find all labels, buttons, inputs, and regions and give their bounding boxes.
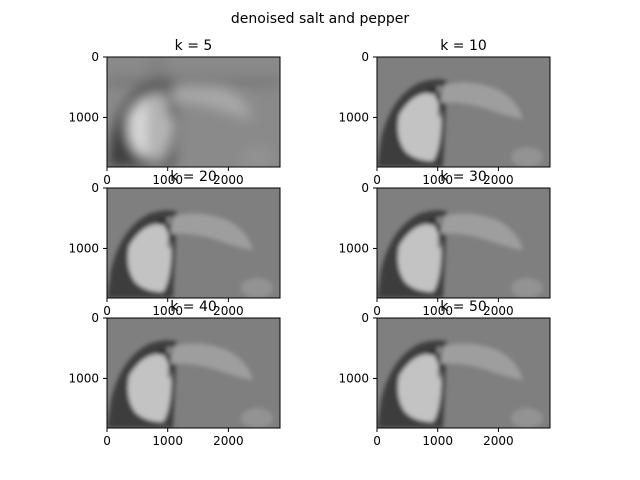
image-region-eye (427, 218, 435, 226)
x-tick-label: 2000 (483, 434, 514, 448)
subplot-3: k = 20 0 1000 2000 0 1000 (68, 169, 281, 318)
y-tick-label: 1000 (68, 241, 99, 255)
x-tick-label: 1000 (422, 304, 453, 318)
y-tick-label: 1000 (338, 241, 369, 255)
subplot-title: k = 50 (440, 299, 487, 315)
image-region-beak (167, 343, 253, 380)
subplot-title: k = 10 (440, 38, 487, 54)
x-tick-label: 1000 (422, 173, 453, 187)
subplot-title: k = 5 (175, 38, 213, 54)
y-tick-label: 1000 (68, 110, 99, 124)
x-tick-label: 0 (373, 173, 381, 187)
x-tick-label: 1000 (152, 304, 183, 318)
image-content (107, 57, 280, 167)
x-tick-label: 2000 (483, 304, 514, 318)
subplot-title: k = 20 (170, 169, 217, 185)
image-region-beak (167, 213, 253, 250)
image-region-throat (397, 223, 442, 292)
image-region-edge (438, 213, 444, 249)
image-content (377, 318, 550, 428)
y-tick-label: 0 (361, 50, 369, 64)
y-tick-label: 0 (361, 181, 369, 195)
image-region-blur-spot (241, 278, 273, 298)
image-content (377, 57, 550, 167)
image-region-beak (437, 343, 523, 380)
y-tick-label: 0 (361, 311, 369, 325)
y-tick-label: 0 (91, 181, 99, 195)
image-region-edge (438, 82, 444, 118)
y-tick-label: 0 (91, 50, 99, 64)
axes-frame (376, 187, 551, 299)
image-region-throat (127, 223, 172, 292)
x-tick-label: 0 (103, 304, 111, 318)
image-region-eye (157, 348, 165, 356)
y-tick-label: 1000 (338, 110, 369, 124)
x-tick-label: 2000 (213, 173, 244, 187)
image-region-beak (437, 82, 523, 119)
x-tick-label: 0 (373, 434, 381, 448)
subplot-title: k = 40 (170, 299, 217, 315)
subplot-1: k = 5 0 1000 2000 0 1000 (68, 38, 281, 187)
image-region-edge (168, 213, 174, 249)
image-region-eye (427, 348, 435, 356)
y-tick-label: 1000 (338, 371, 369, 385)
figure-title: denoised salt and pepper (231, 11, 409, 27)
axes-frame (106, 187, 281, 299)
axes-frame (106, 56, 281, 168)
x-tick-label: 1000 (422, 434, 453, 448)
subplot-2: k = 10 0 1000 2000 0 1000 (338, 38, 551, 187)
image-region-throat (397, 92, 442, 161)
image-region-blur-spot (511, 147, 543, 167)
image-region-eye (157, 218, 165, 226)
image-region-beak (437, 213, 523, 250)
image-region-blur-spot (511, 278, 543, 298)
subplot-6: k = 50 0 1000 2000 0 1000 (338, 299, 551, 448)
image-content (107, 318, 280, 428)
x-tick-label: 2000 (483, 173, 514, 187)
axes-frame (376, 317, 551, 429)
image-content (377, 188, 550, 298)
x-tick-label: 0 (373, 304, 381, 318)
image-region-throat (127, 353, 172, 422)
x-tick-label: 2000 (213, 304, 244, 318)
subplot-title: k = 30 (440, 169, 487, 185)
axes-frame (376, 56, 551, 168)
axes-frame (106, 317, 281, 429)
subplot-5: k = 40 0 1000 2000 0 1000 (68, 299, 281, 448)
image-region-blur-spot (241, 408, 273, 428)
x-tick-label: 0 (103, 173, 111, 187)
subplot-4: k = 30 0 1000 2000 0 1000 (338, 169, 551, 318)
x-tick-label: 0 (103, 434, 111, 448)
image-region-throat (397, 353, 442, 422)
image-region-edge (168, 343, 174, 379)
image-content (107, 188, 280, 298)
image-region-edge (438, 343, 444, 379)
y-tick-label: 0 (91, 311, 99, 325)
x-tick-label: 2000 (213, 434, 244, 448)
image-region-eye (427, 87, 435, 95)
image-region-blur-spot (511, 408, 543, 428)
image-region-beak (167, 82, 253, 119)
x-tick-label: 1000 (152, 434, 183, 448)
image-region-blur-spot (241, 147, 273, 167)
x-tick-label: 1000 (152, 173, 183, 187)
image-artifact-band (107, 77, 280, 87)
y-tick-label: 1000 (68, 371, 99, 385)
image-artifact-band (147, 57, 167, 167)
